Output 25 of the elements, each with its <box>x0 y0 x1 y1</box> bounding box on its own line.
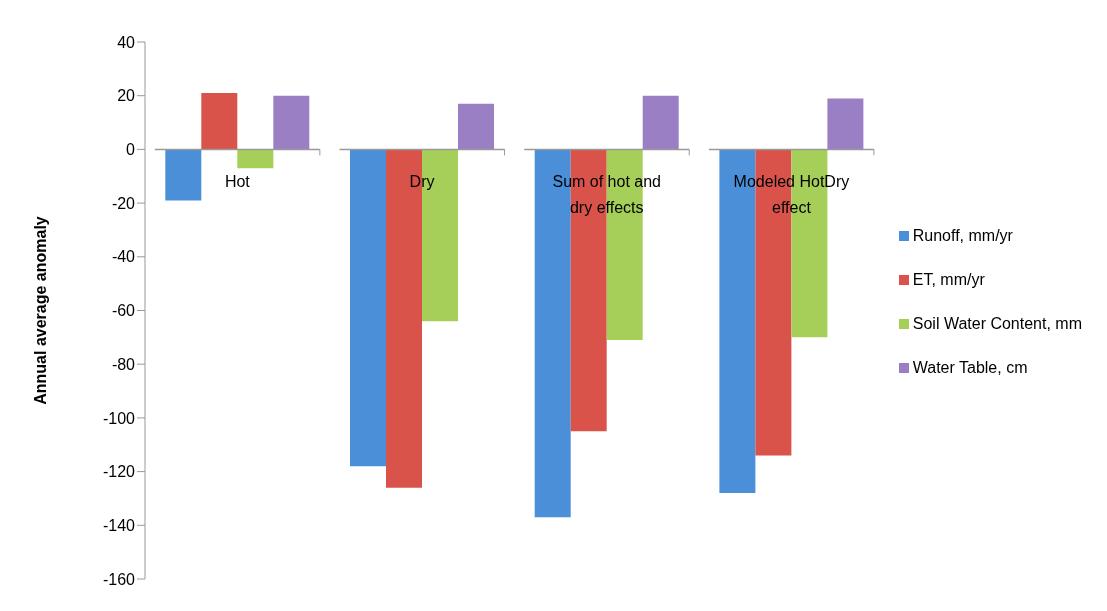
y-axis-title: Annual average anomaly <box>31 216 49 405</box>
y-tick-label: -80 <box>111 355 136 373</box>
y-tick-label: -160 <box>102 570 136 588</box>
y-tick-label: -120 <box>102 463 136 481</box>
bar <box>350 149 387 467</box>
legend-label: ET, mm/yr <box>912 270 985 288</box>
bar <box>165 149 202 201</box>
bar <box>458 103 495 150</box>
y-tick-label: -20 <box>111 194 136 212</box>
y-tick-label: 0 <box>126 141 136 159</box>
y-tick-label: 20 <box>117 87 136 105</box>
legend-label: Soil Water Content, mm <box>912 314 1082 332</box>
y-tick-label: 40 <box>117 33 136 51</box>
bar <box>273 95 310 150</box>
legend-label: Water Table, cm <box>912 358 1028 376</box>
bar <box>642 95 679 150</box>
y-tick-label: -140 <box>102 516 136 534</box>
bar <box>237 149 274 169</box>
y-tick-label: -100 <box>102 409 136 427</box>
y-tick-label: -60 <box>111 302 136 320</box>
y-tick-label: -40 <box>111 248 136 266</box>
x-tick-label: Hot <box>224 173 251 191</box>
legend-label: Runoff, mm/yr <box>912 226 1013 244</box>
bar <box>827 98 864 150</box>
bar <box>201 93 238 150</box>
